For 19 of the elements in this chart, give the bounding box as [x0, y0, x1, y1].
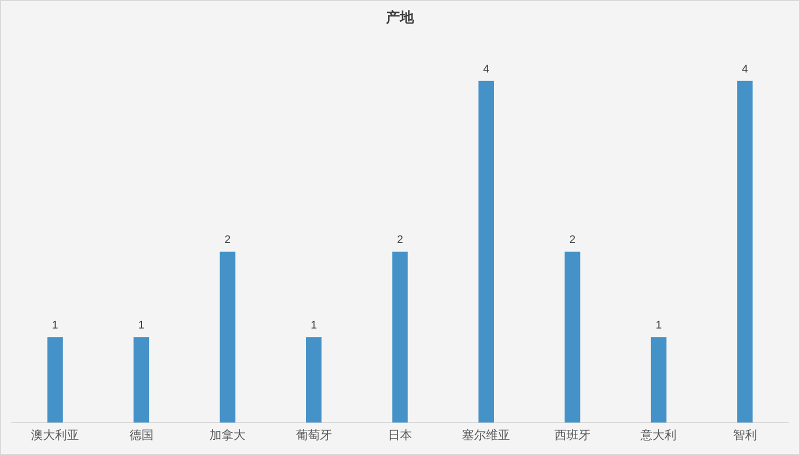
- data-label: 1: [310, 320, 317, 332]
- x-tick-label: 德国: [129, 428, 154, 442]
- x-tick-label: 意大利: [640, 428, 677, 442]
- data-label: 2: [569, 234, 576, 246]
- data-label: 1: [656, 320, 662, 332]
- x-tick-label: 塞尔维亚: [462, 428, 510, 442]
- x-tick-label: 西班牙: [554, 428, 590, 442]
- data-label: 4: [742, 63, 748, 76]
- x-tick-label: 智利: [732, 428, 757, 442]
- data-label: 1: [52, 320, 58, 332]
- x-tick-label: 日本: [388, 428, 412, 442]
- data-label: 4: [483, 63, 490, 76]
- x-tick-label: 葡萄牙: [296, 428, 332, 442]
- data-label: 1: [138, 320, 144, 332]
- data-label: 2: [224, 234, 231, 246]
- x-tick-label: 澳大利亚: [31, 428, 80, 442]
- x-tick-label: 加拿大: [210, 428, 246, 442]
- data-label: 2: [396, 234, 404, 246]
- chart-title: 产地: [385, 9, 415, 26]
